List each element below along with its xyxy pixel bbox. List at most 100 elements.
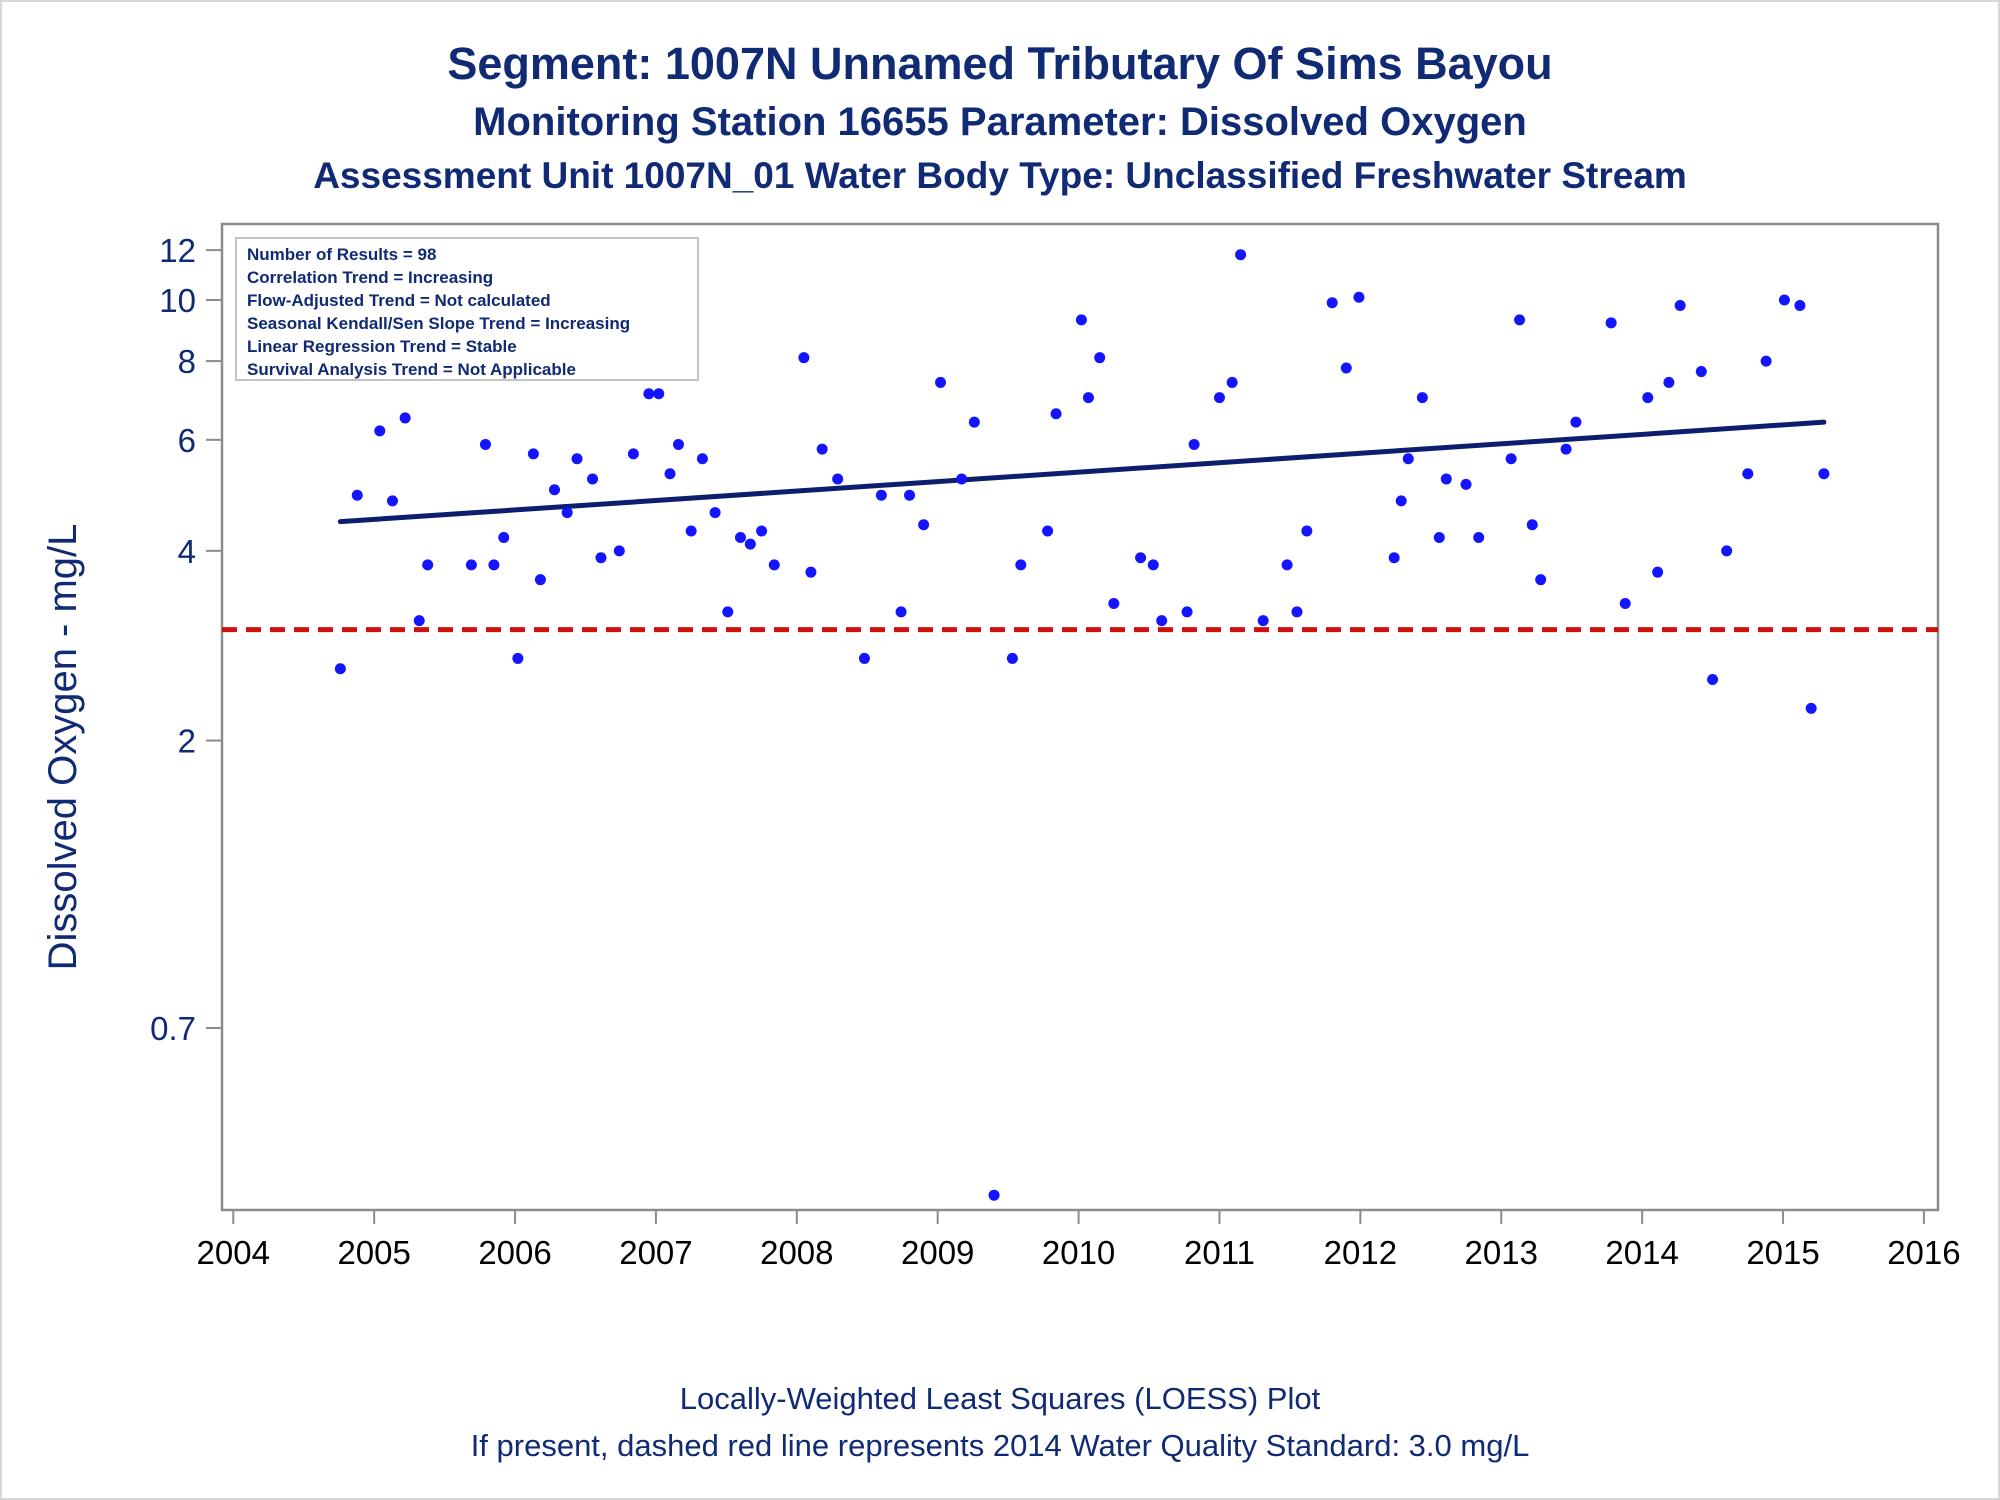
data-point	[479, 438, 491, 450]
data-point	[1291, 606, 1303, 618]
data-point	[548, 484, 560, 496]
data-point	[1108, 597, 1120, 609]
data-point	[351, 489, 363, 501]
data-point	[768, 559, 780, 571]
data-point	[1188, 438, 1200, 450]
y-tick-label: 10	[159, 282, 196, 319]
data-point	[1794, 300, 1806, 312]
data-point	[498, 531, 510, 543]
data-point	[988, 1189, 1000, 1201]
data-point	[816, 443, 828, 455]
data-point	[1388, 552, 1400, 564]
data-point	[1226, 376, 1238, 388]
data-point	[1075, 314, 1087, 326]
y-axis-label: Dissolved Oxygen - mg/L	[41, 524, 85, 971]
data-point	[1695, 366, 1707, 378]
data-point	[1505, 453, 1517, 465]
data-point	[832, 473, 844, 485]
data-point	[1778, 294, 1790, 306]
data-point	[1082, 392, 1094, 404]
data-point	[1707, 673, 1719, 685]
data-point	[488, 559, 500, 571]
data-point	[1213, 392, 1225, 404]
data-point	[722, 606, 734, 618]
y-tick-label: 12	[159, 232, 196, 269]
data-point	[534, 574, 546, 586]
stats-legend-entry: Seasonal Kendall/Sen Slope Trend = Incre…	[247, 314, 630, 333]
x-tick-label: 2014	[1605, 1234, 1678, 1271]
data-point	[1619, 597, 1631, 609]
data-point	[595, 552, 607, 564]
data-point	[1818, 468, 1830, 480]
data-point	[1135, 552, 1147, 564]
data-point	[374, 425, 386, 437]
data-point	[1006, 652, 1018, 664]
data-point	[1663, 376, 1675, 388]
data-point	[561, 507, 573, 519]
data-point	[465, 559, 477, 571]
stats-legend-box	[235, 237, 699, 381]
data-point	[696, 453, 708, 465]
data-point	[798, 352, 810, 364]
data-point	[1473, 531, 1485, 543]
x-tick-label: 2010	[1042, 1234, 1115, 1271]
data-point	[1460, 478, 1472, 490]
data-point	[413, 615, 425, 627]
y-tick-label: 0.7	[150, 1010, 196, 1047]
x-tick-label: 2011	[1184, 1234, 1255, 1271]
stats-legend-entry: Flow-Adjusted Trend = Not calculated	[247, 291, 551, 310]
data-point	[1560, 443, 1572, 455]
data-point	[1652, 566, 1664, 578]
data-point	[1440, 473, 1452, 485]
data-point	[1326, 297, 1338, 309]
data-point	[1526, 519, 1538, 531]
data-point	[1181, 606, 1193, 618]
data-point	[1050, 408, 1062, 420]
data-point	[627, 448, 639, 460]
data-point	[1353, 291, 1365, 303]
data-point	[1642, 392, 1654, 404]
data-point	[386, 495, 398, 507]
y-tick-label: 6	[178, 422, 196, 459]
data-point	[334, 663, 346, 675]
chart-title: Segment: 1007N Unnamed Tributary Of Sims…	[447, 38, 1553, 89]
data-point	[935, 376, 947, 388]
data-point	[1433, 531, 1445, 543]
data-point	[1570, 416, 1582, 428]
x-tick-label: 2007	[619, 1234, 692, 1271]
x-tick-label: 2016	[1887, 1234, 1960, 1271]
data-point	[512, 652, 524, 664]
data-point	[904, 489, 916, 501]
stats-legend-entry: Number of Results = 98	[247, 245, 436, 264]
chart-subtitle-2: Assessment Unit 1007N_01 Water Body Type…	[313, 155, 1687, 196]
data-point	[858, 652, 870, 664]
data-point	[664, 468, 676, 480]
data-point	[1257, 615, 1269, 627]
data-point	[1235, 249, 1247, 261]
data-point	[1674, 300, 1686, 312]
data-point	[918, 519, 930, 531]
data-point	[1535, 574, 1547, 586]
footnote-method: Locally-Weighted Least Squares (LOESS) P…	[679, 1381, 1321, 1416]
data-point	[956, 473, 968, 485]
data-point	[1721, 545, 1733, 557]
data-point	[756, 525, 768, 537]
data-point	[1281, 559, 1293, 571]
data-point	[709, 507, 721, 519]
data-point	[1015, 559, 1027, 571]
data-point	[1156, 615, 1168, 627]
data-point	[1742, 468, 1754, 480]
data-point	[805, 566, 817, 578]
data-point	[968, 416, 980, 428]
data-point	[734, 531, 746, 543]
data-point	[613, 545, 625, 557]
y-tick-label: 2	[178, 723, 196, 760]
chart-subtitle: Monitoring Station 16655 Parameter: Diss…	[473, 100, 1527, 144]
data-point	[672, 438, 684, 450]
x-tick-label: 2006	[478, 1234, 551, 1271]
x-tick-label: 2005	[337, 1234, 410, 1271]
data-point	[685, 525, 697, 537]
footnote-standard: If present, dashed red line represents 2…	[470, 1428, 1530, 1463]
stats-legend-entry: Survival Analysis Trend = Not Applicable	[247, 360, 576, 379]
x-tick-label: 2008	[760, 1234, 833, 1271]
